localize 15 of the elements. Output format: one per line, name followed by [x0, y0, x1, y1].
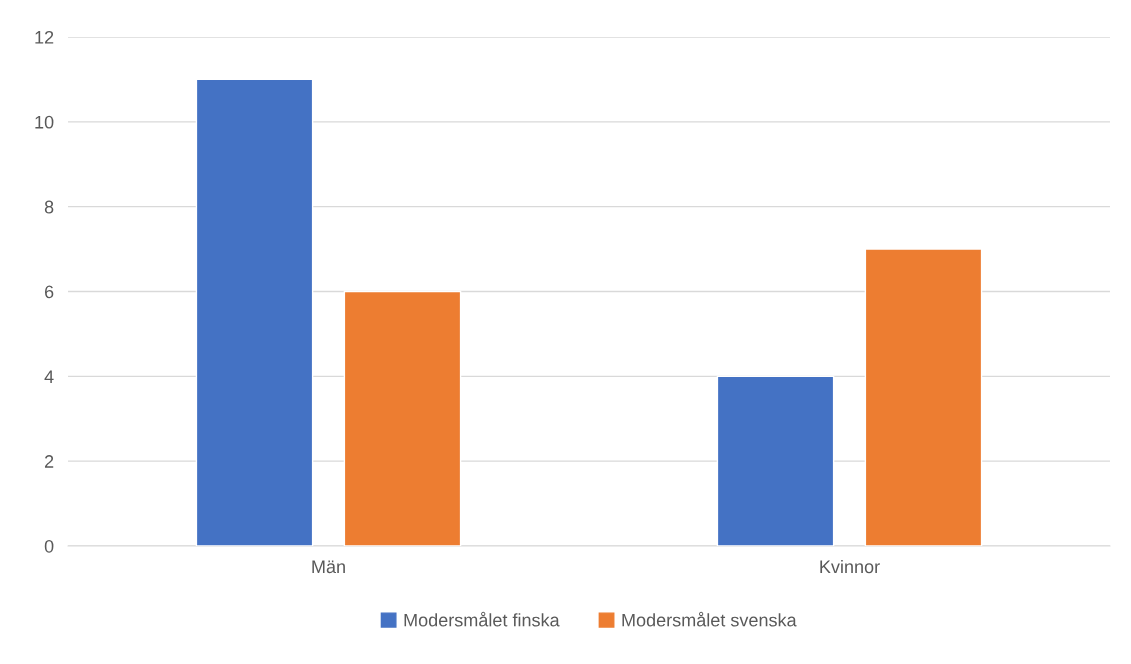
y-tick-label: 2 [44, 455, 54, 468]
legend-label: Modersmålet svenska [622, 611, 797, 627]
y-tick-label: 6 [44, 285, 54, 299]
bar [864, 248, 983, 546]
y-tick-label: 0 [44, 539, 54, 553]
y-tick-label: 8 [44, 200, 54, 214]
y-tick-label: 4 [44, 370, 54, 383]
bar [195, 78, 314, 546]
bar [343, 290, 462, 546]
bar [716, 375, 835, 546]
x-tick-label: Män [312, 560, 345, 574]
x-tick-label: Kvinnor [820, 559, 880, 574]
legend-label: Modersmålet finska [404, 611, 560, 627]
y-tick-label: 10 [35, 115, 54, 129]
y-tick-label: 12 [35, 30, 54, 44]
